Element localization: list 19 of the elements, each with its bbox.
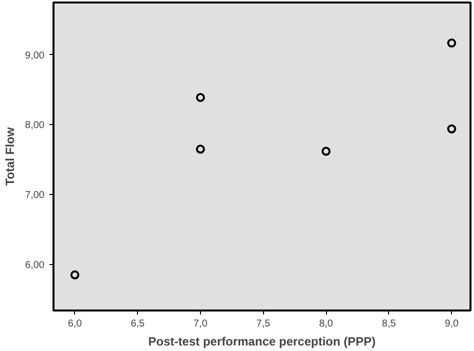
x-tick-label: 9,0 — [444, 318, 460, 330]
x-tick-label: 6,0 — [68, 318, 82, 330]
y-tick-label: 6,00 — [25, 260, 45, 271]
point — [70, 270, 80, 280]
x-tick-label: 8,0 — [319, 318, 334, 330]
x-axis-title: Post-test performance perception (PPP) — [148, 334, 376, 348]
y-tick-label: 9,00 — [25, 50, 45, 62]
point — [196, 144, 205, 154]
x-tick-label: 8,5 — [382, 318, 396, 330]
y-axis-title: Total Flow — [3, 126, 18, 186]
y-tick-label: 7,00 — [25, 190, 45, 202]
x-tick-label: 7,5 — [256, 318, 271, 330]
x-tick-label: 7,0 — [194, 318, 208, 330]
point — [322, 146, 331, 156]
point — [447, 124, 456, 134]
y-tick-label: 8,00 — [25, 120, 45, 132]
x-tick-label: 6,5 — [130, 318, 146, 330]
point — [196, 92, 205, 102]
point — [447, 38, 456, 48]
